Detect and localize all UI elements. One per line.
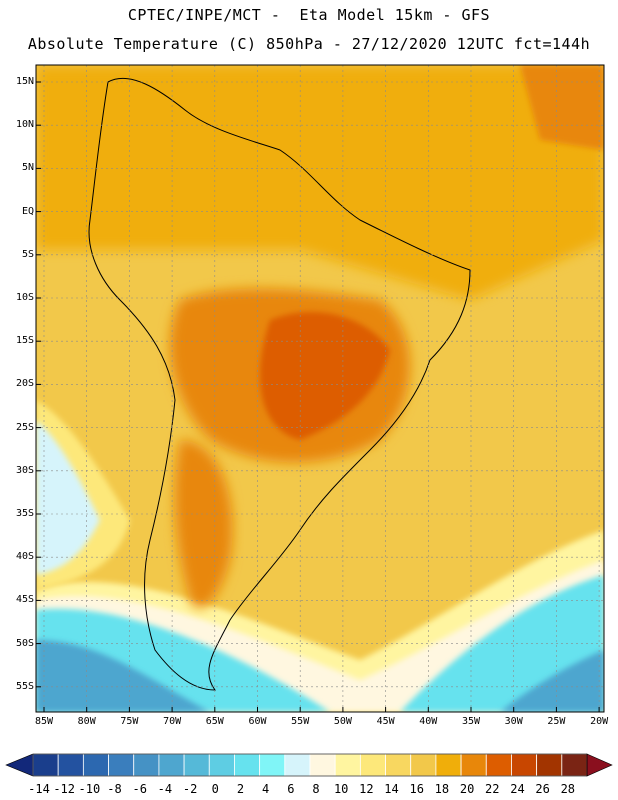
- colorbar-swatch-12: [334, 753, 361, 777]
- lon-label-30w: 30W: [504, 716, 523, 727]
- colorbar-label-5: -4: [157, 782, 173, 796]
- lon-label-75w: 75W: [120, 716, 139, 727]
- colorbar-label-9: 4: [262, 782, 270, 796]
- colorbar-label-8: 2: [236, 782, 245, 796]
- colorbar-label-10: 6: [287, 782, 295, 796]
- colorbar-label-21: 28: [560, 782, 576, 796]
- lat-label-45s: 45S: [15, 594, 34, 606]
- colorbar-label-11: 8: [312, 782, 320, 796]
- axis-ticks: [36, 81, 600, 712]
- colorbar-label-0: -14: [28, 782, 50, 796]
- lat-label-40s: 40S: [15, 551, 34, 563]
- colorbar-swatch-4: [133, 753, 160, 777]
- colorbar-outline: [32, 753, 588, 777]
- colorbar-swatch-1: [57, 753, 84, 777]
- colorbar-swatch-15: [410, 753, 437, 777]
- lat-label-20s: 20S: [15, 378, 34, 390]
- temperature-region-caribbean: [520, 65, 604, 150]
- lat-label-10n: 10N: [15, 119, 34, 131]
- lon-label-20w: 20W: [590, 716, 609, 727]
- chart-title-line2: Absolute Temperature (C) 850hPa - 27/12/…: [27, 35, 591, 53]
- colorbar-swatch-16: [435, 753, 462, 777]
- colorbar-label-12: 10: [333, 782, 349, 796]
- colorbar-label-1: -12: [53, 782, 76, 796]
- chart-title-line1: CPTEC/INPE/MCT - Eta Model 15km - GFS: [127, 6, 491, 24]
- lon-label-80w: 80W: [77, 716, 96, 727]
- colorbar-swatch-0: [32, 753, 59, 777]
- lat-label-35s: 35S: [15, 508, 34, 519]
- colorbar-swatch-20: [536, 753, 563, 777]
- colorbar-swatch-17: [460, 753, 487, 777]
- colorbar-label-4: -6: [132, 782, 147, 796]
- colorbar-swatch-6: [183, 753, 210, 777]
- temperature-region-south-blue-e: [500, 650, 604, 712]
- colorbar-swatch-14: [385, 753, 412, 777]
- colorbar-label-16: 18: [434, 782, 450, 796]
- temperature-region-north: [36, 65, 604, 300]
- colorbar-label-17: 20: [459, 782, 475, 796]
- lat-label-eq: EQ: [21, 205, 34, 217]
- lat-label-55s: 55S: [15, 680, 34, 692]
- lat-label-15n: 15N: [15, 76, 34, 87]
- lon-label-35w: 35W: [461, 716, 481, 727]
- map-frame: [35, 64, 605, 713]
- lon-label-60w: 60W: [248, 716, 267, 727]
- colorbar-swatch-11: [309, 753, 336, 777]
- colorbar-over-arrow: [586, 753, 613, 777]
- colorbar: [5, 753, 613, 777]
- colorbar-label-19: 24: [510, 782, 525, 796]
- colorbar-label-14: 14: [384, 782, 399, 796]
- colorbar-swatch-7: [208, 753, 235, 777]
- colorbar-under-arrow: [5, 753, 34, 777]
- colorbar-swatch-21: [561, 753, 588, 777]
- colorbar-label-7: 0: [211, 782, 219, 796]
- colorbar-swatch-10: [284, 753, 311, 777]
- colorbar-label-3: -8: [107, 782, 122, 796]
- lat-label-25s: 25S: [15, 421, 34, 433]
- colorbar-swatch-3: [108, 753, 135, 777]
- temperature-region-pacific-cool: [36, 420, 100, 575]
- colorbar-label-13: 12: [359, 782, 374, 796]
- lon-label-50w: 50W: [333, 716, 352, 727]
- temperature-region-argentina: [174, 440, 233, 608]
- temperature-region-core: [260, 311, 390, 440]
- colorbar-swatch-5: [158, 753, 185, 777]
- lon-label-55w: 55W: [291, 716, 310, 727]
- colorbar-label-20: 26: [535, 782, 550, 796]
- colorbar-label-2: -10: [78, 782, 101, 796]
- colorbar-label-6: -2: [182, 782, 198, 796]
- lat-label-50s: 50S: [15, 637, 34, 649]
- lon-label-25w: 25W: [547, 716, 566, 727]
- lon-label-85w: 85W: [34, 716, 54, 727]
- lon-label-45w: 45W: [376, 716, 395, 727]
- lon-label-65w: 65W: [205, 716, 224, 727]
- lon-label-70w: 70W: [163, 716, 182, 727]
- colorbar-swatch-8: [234, 753, 261, 777]
- colorbar-swatch-18: [485, 753, 512, 777]
- lat-label-5n: 5N: [21, 162, 34, 174]
- colorbar-swatch-19: [511, 753, 538, 777]
- lon-label-40w: 40W: [419, 716, 438, 727]
- lat-label-10s: 10S: [15, 292, 34, 303]
- colorbar-label-15: 16: [409, 782, 424, 796]
- colorbar-swatch-13: [359, 753, 386, 777]
- lat-label-15s: 15S: [15, 335, 34, 347]
- south-america-coastline: [88, 77, 471, 691]
- lat-label-5s: 5S: [21, 248, 34, 260]
- colorbar-label-18: 22: [485, 782, 500, 796]
- colorbar-swatch-2: [82, 753, 109, 777]
- temperature-region-south-blue-w: [36, 640, 210, 712]
- lat-label-30s: 30S: [15, 464, 34, 476]
- colorbar-swatch-9: [259, 753, 286, 777]
